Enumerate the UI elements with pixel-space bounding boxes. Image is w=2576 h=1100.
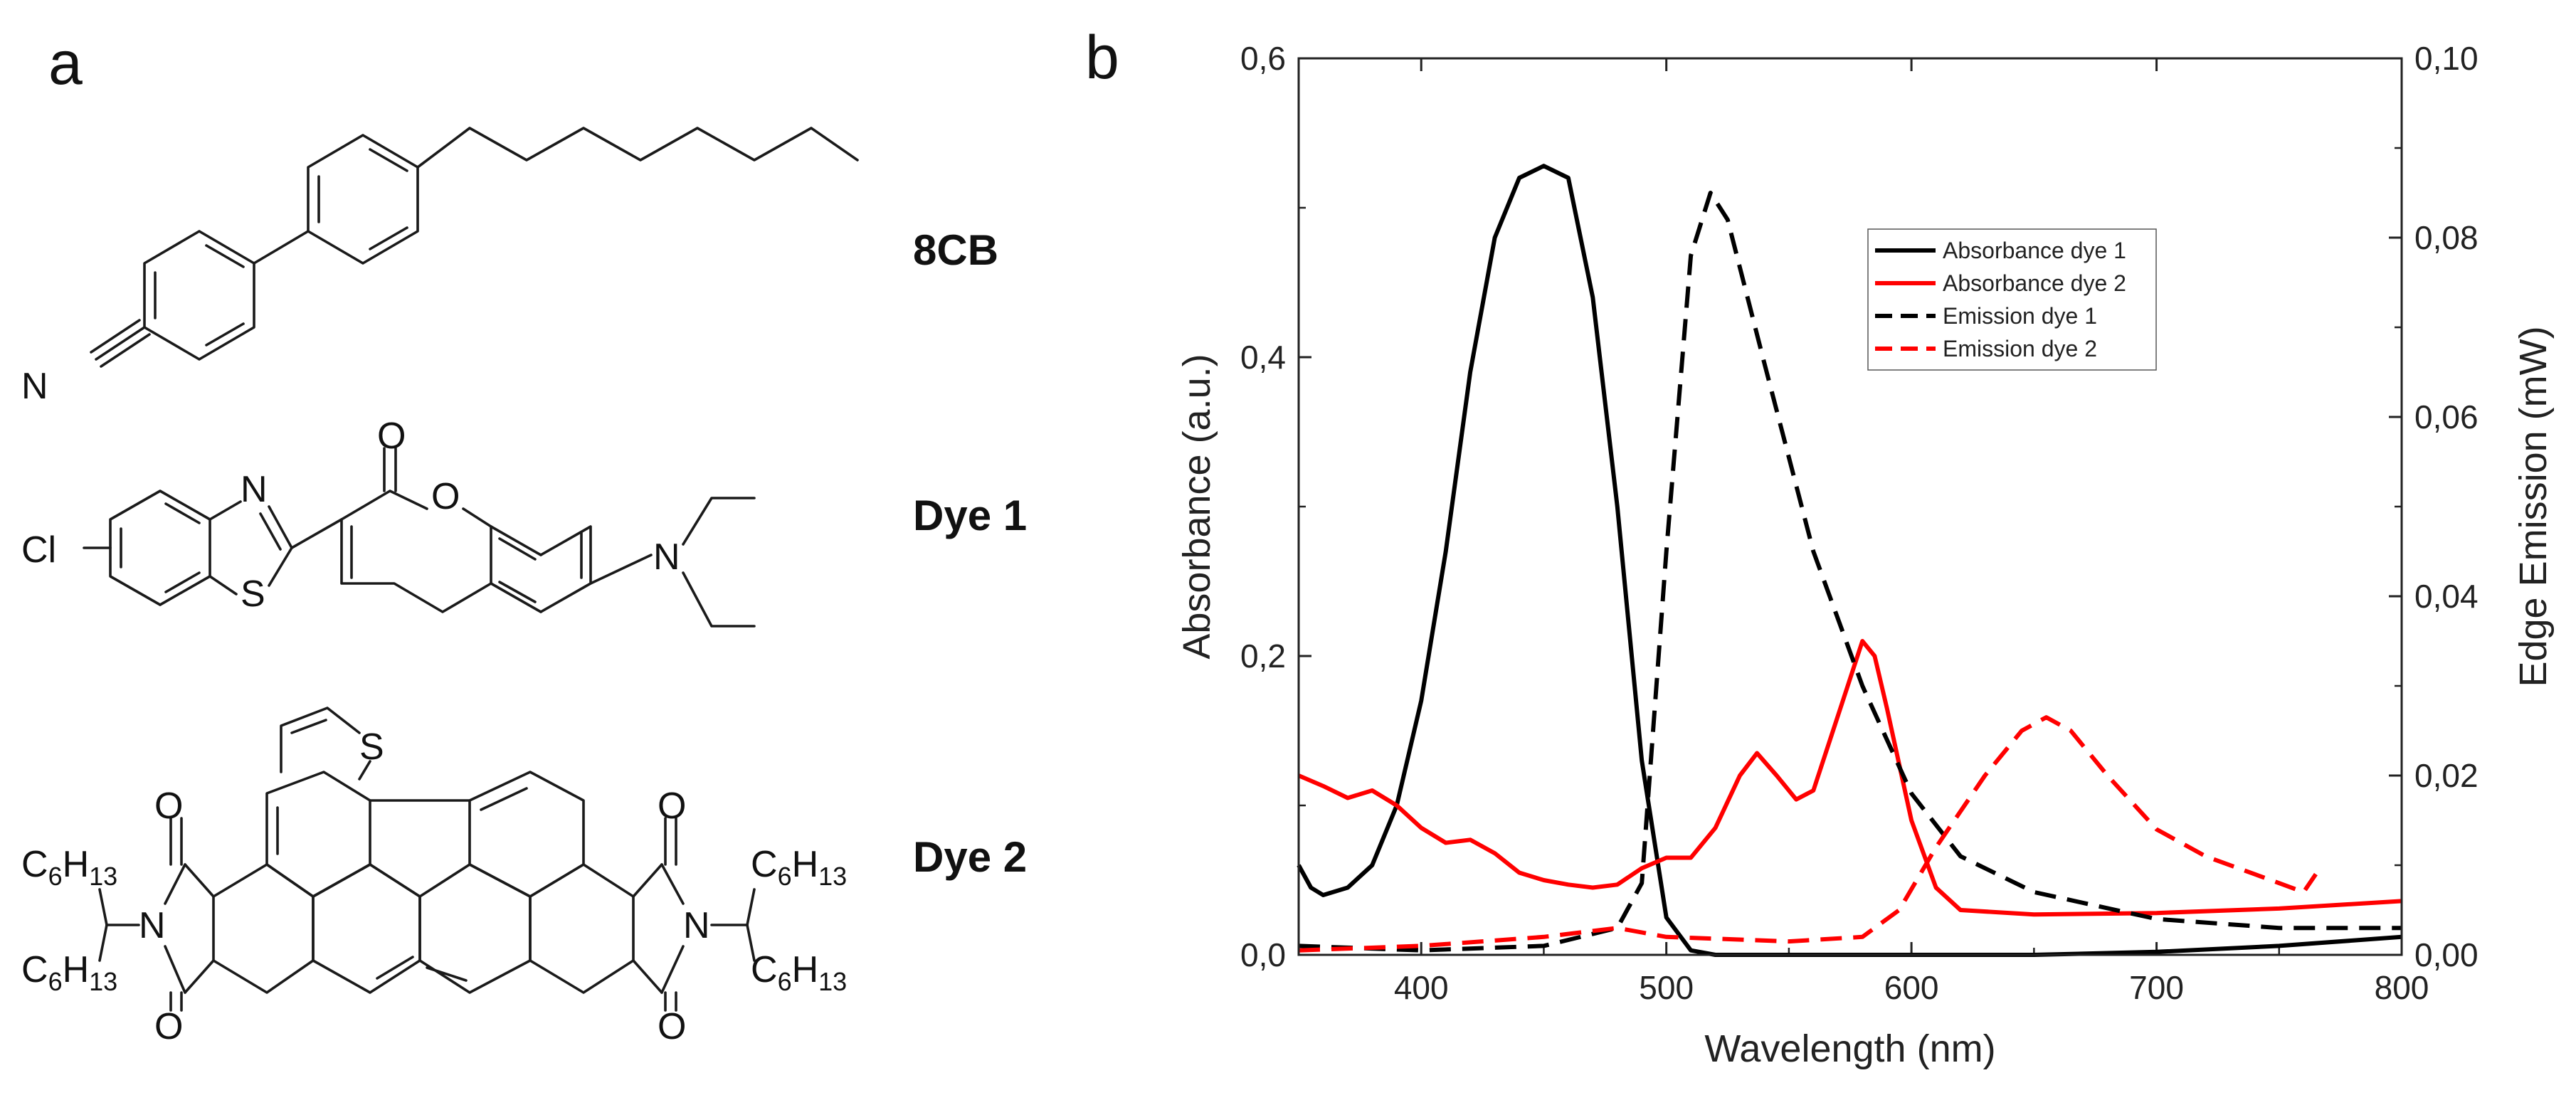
substituent-C6H13-left-top: C6H13 [21,844,117,891]
series-line-2 [1297,639,2402,917]
x-tick-label: 600 [1884,969,1939,1006]
atom-H: H [792,844,819,885]
y-right-tick-label: 0,10 [2414,40,2479,77]
chart-spectra: 400 500 600 700 800 0,00,20,40,6 0,000,020,0… [1176,40,2555,1070]
atom-O-ring: O [431,476,460,517]
x-tick-label: 800 [2375,969,2429,1006]
substituent-C6H13-right-bottom: C6H13 [751,949,847,996]
subscript-6: 6 [778,862,792,891]
y-right-tick-label: 0,06 [2414,398,2479,435]
panel-label-a: a [48,29,83,97]
y-axis-label-right: Edge Emission (mW) [2512,326,2555,687]
series-line-4 [1298,715,2318,953]
molecule-8CB: N [21,127,859,407]
atom-O-carbonyl: O [377,416,406,457]
molecule-name-dye2: Dye 2 [913,833,1027,881]
legend-label-2: Absorbance dye 2 [1943,270,2126,296]
y-right-tick-label: 0,08 [2414,219,2479,256]
x-ticks: 400 500 600 700 800 [1297,58,2429,1006]
series-layer [1297,164,2402,957]
svg-text:C6H13: C6H13 [21,949,117,996]
y-right-tick-label: 0,00 [2414,936,2479,973]
atom-S-thiophene: S [359,726,384,768]
atom-O-imide-right-top: O [658,786,686,827]
y-right-tick-label: 0,04 [2414,578,2479,615]
y-axis-label-left: Absorbance (a.u.) [1176,354,1218,659]
subscript-13: 13 [89,862,117,891]
atom-H: H [792,949,819,990]
panel-label-b: b [1085,23,1119,92]
atom-C: C [751,844,778,885]
subscript-6: 6 [778,967,792,996]
y-left-tick-label: 0,6 [1240,40,1286,77]
atom-Cl: Cl [21,529,56,571]
y-left-tick-label: 0,0 [1240,936,1286,973]
atom-C: C [21,949,48,990]
molecule-name-8CB: 8CB [913,226,998,274]
x-tick-label: 700 [2129,969,2184,1006]
atom-O-imide-left-bottom: O [154,1006,183,1047]
y-left-tick-label: 0,4 [1240,339,1286,376]
svg-text:C6H13: C6H13 [751,949,847,996]
plot-frame [1297,57,2403,956]
molecule-dye2: S O O N C6H13 C6H13 [21,707,847,1047]
substituent-C6H13-left-bottom: C6H13 [21,949,117,996]
y-right-tick-label: 0,02 [2414,757,2479,794]
atom-C: C [751,949,778,990]
legend-label-4: Emission dye 2 [1943,336,2097,361]
legend-label-3: Emission dye 1 [1943,303,2097,329]
substituent-C6H13-right-top: C6H13 [751,844,847,891]
atom-H: H [63,844,90,885]
molecule-name-dye1: Dye 1 [913,492,1027,539]
subscript-6: 6 [48,862,63,891]
subscript-13: 13 [818,862,847,891]
atom-O-imide-left-top: O [154,786,183,827]
atom-C: C [21,844,48,885]
subscript-6: 6 [48,967,63,996]
series-line-3 [1298,191,2402,953]
atom-N-imide-right: N [683,905,710,946]
y-left-ticks: 0,0 0,2 0,4 0,6 [1240,40,1311,973]
atom-S-thiazole: S [241,573,265,615]
atom-N-imide-left: N [139,905,166,946]
x-tick-label: 500 [1639,969,1694,1006]
legend: Absorbance dye 1 Absorbance dye 2 Emission… [1867,228,2157,371]
molecule-dye1: N S Cl O O N [21,416,756,628]
svg-text:C6H13: C6H13 [21,844,117,891]
legend-label-1: Absorbance dye 1 [1943,238,2126,263]
series-line-1 [1297,164,2402,957]
svg-text:C6H13: C6H13 [751,844,847,891]
subscript-13: 13 [818,967,847,996]
y-left-tick-label: 0,2 [1240,638,1286,675]
x-tick-label: 400 [1394,969,1449,1006]
atom-H: H [63,949,90,990]
y-right-ticks: 0,00 0,02 0,04 0,06 0,08 0,10 [2389,40,2479,973]
atom-N-thiazole: N [241,469,268,510]
atom-N-amine: N [653,536,680,578]
atom-N-nitrile: N [21,366,48,407]
x-axis-label: Wavelength (nm) [1704,1027,1995,1070]
subscript-13: 13 [89,967,117,996]
atom-O-imide-right-bottom: O [658,1006,686,1047]
